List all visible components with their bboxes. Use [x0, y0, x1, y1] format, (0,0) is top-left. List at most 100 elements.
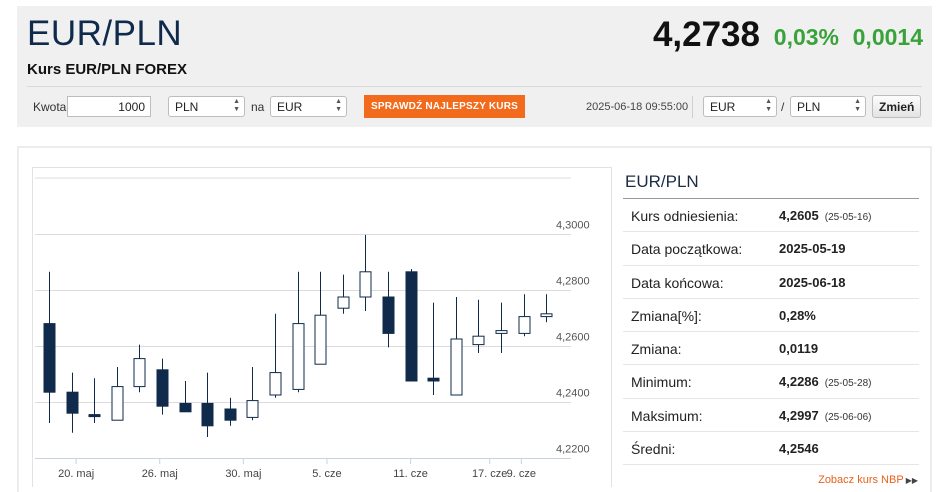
candle-body: [179, 402, 192, 413]
stat-date: (25-05-16): [824, 212, 872, 223]
x-tick-label: 11. cze: [393, 468, 428, 480]
stats-rows: Kurs odniesienia: 4,2605 (25-05-16) Data po…: [623, 199, 919, 466]
candle-body: [518, 316, 531, 334]
candle-body: [111, 386, 124, 421]
y-tick-label: 4,2200: [556, 444, 590, 456]
amount-input[interactable]: 1000: [67, 96, 151, 117]
stats-table: EUR/PLN Kurs odniesienia: 4,2605 (25-05-16…: [623, 168, 919, 466]
stat-row: Data początkowa: 2025-05-19: [623, 232, 919, 266]
candle-body: [359, 271, 372, 298]
candle-body: [450, 338, 463, 396]
up-down-arrows-icon: ▲ ▼: [335, 98, 342, 113]
stat-row: Maksimum: 4,2997 (25-06-06): [623, 399, 919, 433]
swap-button[interactable]: Zmień: [872, 95, 922, 118]
check-best-rate-button[interactable]: SPRAWDŹ NAJLEPSZY KURS: [364, 95, 526, 118]
candle-body: [269, 372, 282, 396]
stat-label: Kurs odniesienia:: [631, 208, 739, 224]
x-tick-label: 9. cze: [507, 468, 536, 480]
x-tick-label: 5. cze: [312, 468, 341, 480]
stat-value-text: 2025-05-19: [779, 241, 846, 257]
candle-body: [43, 323, 56, 393]
candle-body: [405, 271, 418, 382]
stat-row: Kurs odniesienia: 4,2605 (25-05-16): [623, 199, 919, 233]
change-absolute: 0,0014: [852, 24, 923, 50]
x-tick-label: 26. maj: [142, 468, 178, 480]
x-tick-label: 17. cze: [472, 468, 507, 480]
candle-body: [88, 414, 101, 418]
stat-value-text: 0,28%: [779, 307, 816, 323]
stat-value-text: 0,0119: [779, 341, 819, 357]
stat-value: 2025-06-18: [779, 275, 846, 290]
base-currency-select[interactable]: EUR ▲ ▼: [703, 96, 777, 117]
stat-label: Zmiana[%]:: [631, 307, 702, 324]
candle-body: [314, 314, 327, 365]
stat-value: 4,2546: [779, 441, 819, 456]
to-currency-select[interactable]: EUR ▲ ▼: [270, 96, 347, 117]
base-currency-value: EUR: [710, 100, 736, 114]
stat-row: Zmiana: 0,0119: [623, 332, 919, 366]
candle-body: [337, 296, 350, 309]
stat-date: (25-05-28): [824, 378, 872, 390]
stat-value: 0,0119: [779, 341, 818, 356]
candle-body: [246, 400, 259, 418]
change-percent: 0,03%: [773, 24, 839, 50]
quote-timestamp: 2025-06-18 09:55:00: [586, 101, 689, 113]
candle-body: [224, 408, 237, 421]
to-label: na: [251, 100, 265, 114]
current-rate: 4,2738: [652, 15, 760, 54]
stats-title: EUR/PLN: [623, 168, 919, 199]
y-tick-label: 4,2400: [556, 388, 590, 400]
stat-value-text: 4,2997: [779, 407, 819, 423]
stat-date: (25-06-06): [824, 411, 872, 423]
stat-label: Zmiana:: [631, 341, 682, 358]
y-tick-label: 4,2800: [556, 276, 590, 288]
y-tick-label: 4,3000: [556, 220, 590, 232]
stat-label: Maksimum:: [631, 407, 703, 424]
stat-value: 4,2605 (25-05-16): [779, 208, 871, 223]
amount-label: Kwota: [33, 100, 67, 114]
stat-label: Średni:: [631, 441, 676, 458]
toolbar-separator: [692, 96, 693, 118]
to-currency-value: EUR: [277, 100, 303, 114]
stat-label: Data początkowa:: [631, 241, 743, 258]
stat-value: 4,2997 (25-06-06): [779, 408, 871, 423]
price-chart[interactable]: 4,3000 4,2800 4,2600 4,2400 4,2200 20. maj 26.…: [32, 167, 612, 487]
candlestick-chart: 4,3000 4,2800 4,2600 4,2400 4,2200 20. maj 26.…: [35, 177, 590, 480]
stat-value-text: 4,2605: [779, 208, 819, 223]
quote-currency-select[interactable]: PLN ▲ ▼: [790, 96, 866, 117]
y-tick-label: 4,2600: [556, 332, 590, 344]
stat-row: Minimum: 4,2286 (25-05-28): [623, 365, 919, 399]
x-tick-label: 20. maj: [58, 468, 94, 480]
up-down-arrows-icon: ▲ ▼: [233, 98, 240, 113]
header-divider: [27, 86, 922, 87]
nbp-rate-link[interactable]: Zobacz kurs NBP ▶▶: [818, 474, 918, 486]
up-down-arrows-icon: ▲ ▼: [765, 98, 772, 113]
x-tick-label: 30. maj: [225, 468, 261, 480]
pair-separator: /: [781, 100, 785, 114]
stat-value-text: 2025-06-18: [779, 274, 846, 290]
stat-row: Data końcowa: 2025-06-18: [623, 266, 919, 299]
stat-label: Minimum:: [631, 374, 692, 391]
double-triangle-right-icon: ▶▶: [905, 476, 918, 485]
quote-header-panel: EUR/PLN Kurs EUR/PLN FOREX 4,2738 0,03% …: [17, 6, 932, 127]
from-currency-select[interactable]: PLN ▲ ▼: [168, 96, 245, 117]
chart-and-stats-panel: 4,3000 4,2800 4,2600 4,2400 4,2200 20. maj 26.…: [17, 146, 932, 492]
candle-body: [292, 323, 305, 390]
converter-toolbar: Kwota 1000 PLN ▲ ▼ na EUR ▲ ▼ SPRAWDŹ NAJL…: [17, 95, 932, 120]
candle-body: [472, 335, 485, 346]
up-down-arrows-icon: ▲ ▼: [854, 98, 861, 113]
candle-body: [201, 402, 214, 427]
from-currency-value: PLN: [175, 100, 199, 114]
candle-body: [495, 330, 508, 334]
quote-currency-value: PLN: [797, 100, 821, 114]
stat-value: 4,2286 (25-05-28): [779, 374, 871, 389]
pair-subtitle: Kurs EUR/PLN FOREX: [27, 61, 188, 78]
candle-body: [382, 296, 395, 334]
candle-body: [66, 391, 79, 414]
candle-body: [540, 313, 553, 318]
candle-body: [427, 377, 440, 382]
stat-value-text: 4,2546: [779, 441, 819, 457]
pair-title: EUR/PLN: [27, 14, 183, 53]
candle-body: [133, 358, 146, 388]
stat-row: Zmiana[%]: 0,28%: [623, 299, 919, 333]
